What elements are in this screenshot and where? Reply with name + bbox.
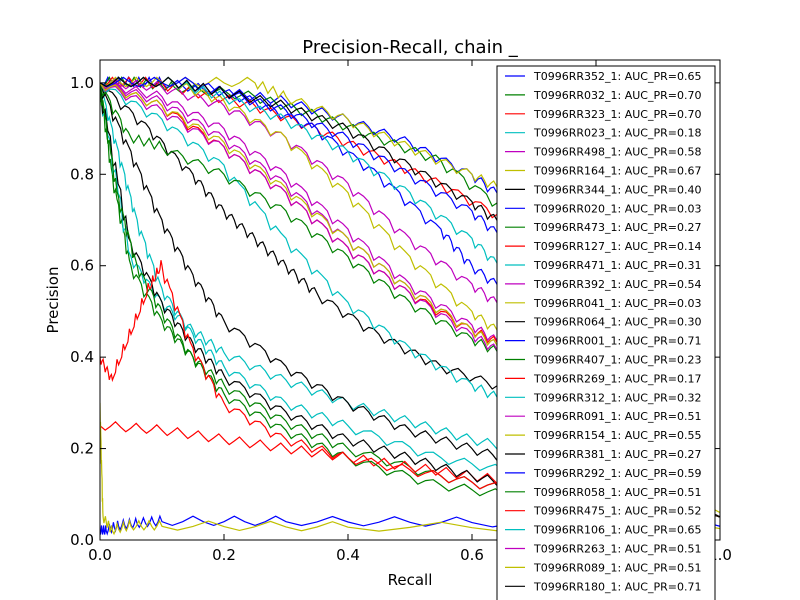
series-line (100, 82, 720, 519)
legend-entry: T0996RR407_1: AUC_PR=0.23 (533, 354, 701, 367)
legend-entry: T0996RR127_1: AUC_PR=0.14 (533, 240, 701, 253)
x-tick-label: 0.4 (336, 546, 360, 564)
legend-entry: T0996RR091_1: AUC_PR=0.51 (533, 410, 701, 423)
legend-entry: T0996RR471_1: AUC_PR=0.31 (533, 259, 701, 272)
legend-entry: T0996RR020_1: AUC_PR=0.03 (533, 202, 701, 215)
legend-entry: T0996RR154_1: AUC_PR=0.55 (533, 429, 701, 442)
legend-entry: T0996RR106_1: AUC_PR=0.65 (533, 524, 701, 537)
legend-entry: T0996RR352_1: AUC_PR=0.65 (533, 70, 701, 83)
x-tick-label: 0.0 (88, 546, 112, 564)
legend-entry: T0996RR312_1: AUC_PR=0.32 (533, 391, 701, 404)
chart-title: Precision-Recall, chain _ (302, 37, 518, 58)
legend-entry: T0996RR381_1: AUC_PR=0.27 (533, 448, 701, 461)
y-tick-label: 0.6 (70, 257, 94, 275)
y-tick-label: 0.8 (70, 165, 94, 183)
legend-entry: T0996RR089_1: AUC_PR=0.51 (533, 561, 701, 574)
series-line (100, 82, 720, 518)
series-line (100, 82, 720, 518)
legend-entry: T0996RR263_1: AUC_PR=0.51 (533, 543, 701, 556)
legend-entry: T0996RR180_1: AUC_PR=0.71 (533, 580, 701, 593)
legend-entry: T0996RR498_1: AUC_PR=0.58 (533, 146, 701, 159)
y-tick-label: 1.0 (70, 74, 94, 92)
legend-entry: T0996RR032_1: AUC_PR=0.70 (533, 89, 701, 102)
legend-entry: T0996RR001_1: AUC_PR=0.71 (533, 335, 701, 348)
legend-box (496, 65, 716, 600)
series-line (100, 260, 720, 518)
legend-entry: T0996RR269_1: AUC_PR=0.17 (533, 372, 701, 385)
y-tick-label: 0.4 (70, 348, 94, 366)
y-tick-label: 0.2 (70, 440, 94, 458)
series-line (100, 82, 720, 518)
legend-entry: T0996RR164_1: AUC_PR=0.67 (533, 165, 701, 178)
axes-frame (99, 59, 721, 541)
legend-entry: T0996RR023_1: AUC_PR=0.18 (533, 127, 701, 140)
x-axis-label: Recall (388, 571, 433, 589)
legend-entry: T0996RR323_1: AUC_PR=0.70 (533, 108, 701, 121)
legend-entry: T0996RR064_1: AUC_PR=0.30 (533, 316, 701, 329)
legend-entry: T0996RR041_1: AUC_PR=0.03 (533, 297, 701, 310)
legend-entry: T0996RR058_1: AUC_PR=0.51 (533, 486, 701, 499)
legend-entry: T0996RR475_1: AUC_PR=0.52 (533, 505, 701, 518)
legend-entry: T0996RR292_1: AUC_PR=0.59 (533, 467, 701, 480)
legend-entry: T0996RR344_1: AUC_PR=0.40 (533, 183, 701, 196)
y-axis-label: Precision (44, 267, 62, 334)
legend-entry: T0996RR392_1: AUC_PR=0.54 (533, 278, 701, 291)
legend: T0996RR352_1: AUC_PR=0.65 T0996RR032_1: A… (496, 65, 716, 600)
legend-entry: T0996RR473_1: AUC_PR=0.27 (533, 221, 701, 234)
x-tick-label: 0.6 (460, 546, 484, 564)
y-tick-label: 0.0 (70, 531, 94, 549)
x-tick-label: 0.2 (212, 546, 236, 564)
series-line (100, 402, 720, 536)
